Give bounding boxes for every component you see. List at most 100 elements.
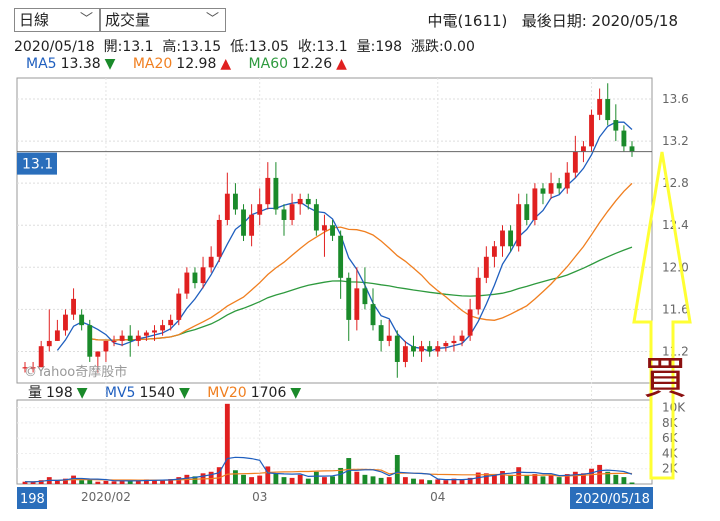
volume-bar [613,474,619,484]
candle-body [370,304,376,326]
volume-bar [346,458,352,484]
volume-bar [394,454,400,484]
candle-body [119,335,125,341]
volume-bar [402,477,408,484]
volume-bar [192,476,198,484]
candle-body [79,314,85,326]
candle-body [127,335,133,341]
candle-body [95,351,101,357]
volume-bar [257,475,263,484]
candle-body [289,204,295,220]
x-tick-label: 04 [430,490,445,504]
candle-body [621,130,627,147]
candle-body [338,235,344,278]
volume-bar [532,474,538,484]
y-tick-label: 13.2 [662,134,689,148]
volume-bar [30,482,36,484]
current-volume-label: 198 [20,492,45,507]
candle-body [548,183,554,194]
candle-body [30,367,36,369]
candle-body [192,272,198,284]
candle-body [532,188,538,220]
volume-bar [330,476,335,484]
candle-body [419,346,425,352]
volume-bar [427,480,433,484]
candle-body [508,230,514,247]
volume-bar [459,479,465,484]
y-tick-label: 11.2 [662,344,689,358]
candle-body [200,267,206,284]
vol-tick-label: 2K [662,462,679,476]
period-select[interactable]: 日線 ﹀ [14,8,100,32]
candle-body [38,346,44,368]
ma60-label: MA60 [248,56,289,72]
volume-legend: 量 198 ▼ MV5 1540 ▼ MV20 1706 ▼ [28,382,305,402]
volume-bar [95,481,101,484]
volume-bar [38,480,44,484]
volume-bar [241,474,246,484]
volume-bar [572,471,578,484]
volume-bar [556,477,562,484]
vol-value: 198 [46,385,73,401]
candle-body [54,330,60,341]
volume-panel-frame [16,399,653,485]
ma-legend: MA5 13.38 ▼ MA20 12.98 ▲ MA60 12.26 ▲ [26,56,351,72]
volume-bar [491,474,497,484]
candle-body [435,346,441,352]
indicator-select[interactable]: 成交量 ﹀ [100,8,226,32]
volume-bar [378,477,384,484]
stock-header: 中電(1611) 最後日期: 2020/05/18 [428,10,678,31]
buy-arrow-annotation [632,151,692,480]
volume-bar [621,477,627,484]
volume-bar [119,480,125,484]
volume-bar [451,478,457,484]
volume-bar [338,467,344,484]
candle-body [500,230,505,247]
candle-body [394,335,400,362]
volume-bar [281,477,287,484]
volume-bar [297,474,303,484]
candle-body [305,198,311,205]
candle-body [257,204,263,215]
mv5-line [24,456,633,483]
candle-body [208,256,214,268]
candle-body [491,246,497,257]
volume-bar [289,477,295,484]
candle-body [540,188,546,194]
vol-tick-label: 4K [662,446,679,460]
current-date-badge [570,487,653,509]
candle-body [224,193,230,220]
volume-bar [370,476,376,484]
candle-body [160,325,166,331]
candle-body [46,340,52,347]
candle-body [322,225,327,231]
candle-body [241,209,246,236]
volume-bar [176,477,182,484]
candle-body [402,346,408,362]
ma60-dir: ▲ [336,56,347,72]
volume-bar [362,474,368,484]
volume-bar [208,471,214,484]
volume-bar [54,480,60,484]
x-tick-label: 03 [252,490,267,504]
volume-bar [508,474,514,484]
mv20-label: MV20 [207,385,247,401]
volume-bar [313,471,319,484]
candle-body [629,146,635,152]
buy-annotation-text: 買 [643,353,687,404]
candle-body [378,325,384,341]
candle-body [354,288,360,320]
volume-bar [265,466,271,484]
volume-bar [589,468,594,484]
current-date-label: 2020/05/18 [575,492,650,507]
volume-bar [524,475,530,484]
volume-bar [143,479,149,484]
candle-body [564,172,570,189]
candle-body [313,204,319,231]
ma20-value: 12.98 [176,56,217,72]
candle-body [459,335,465,341]
candle-body [184,272,190,294]
info-volume: 量:198 [356,39,403,55]
price-panel-frame [16,77,653,384]
ma20-dir: ▲ [220,56,232,72]
